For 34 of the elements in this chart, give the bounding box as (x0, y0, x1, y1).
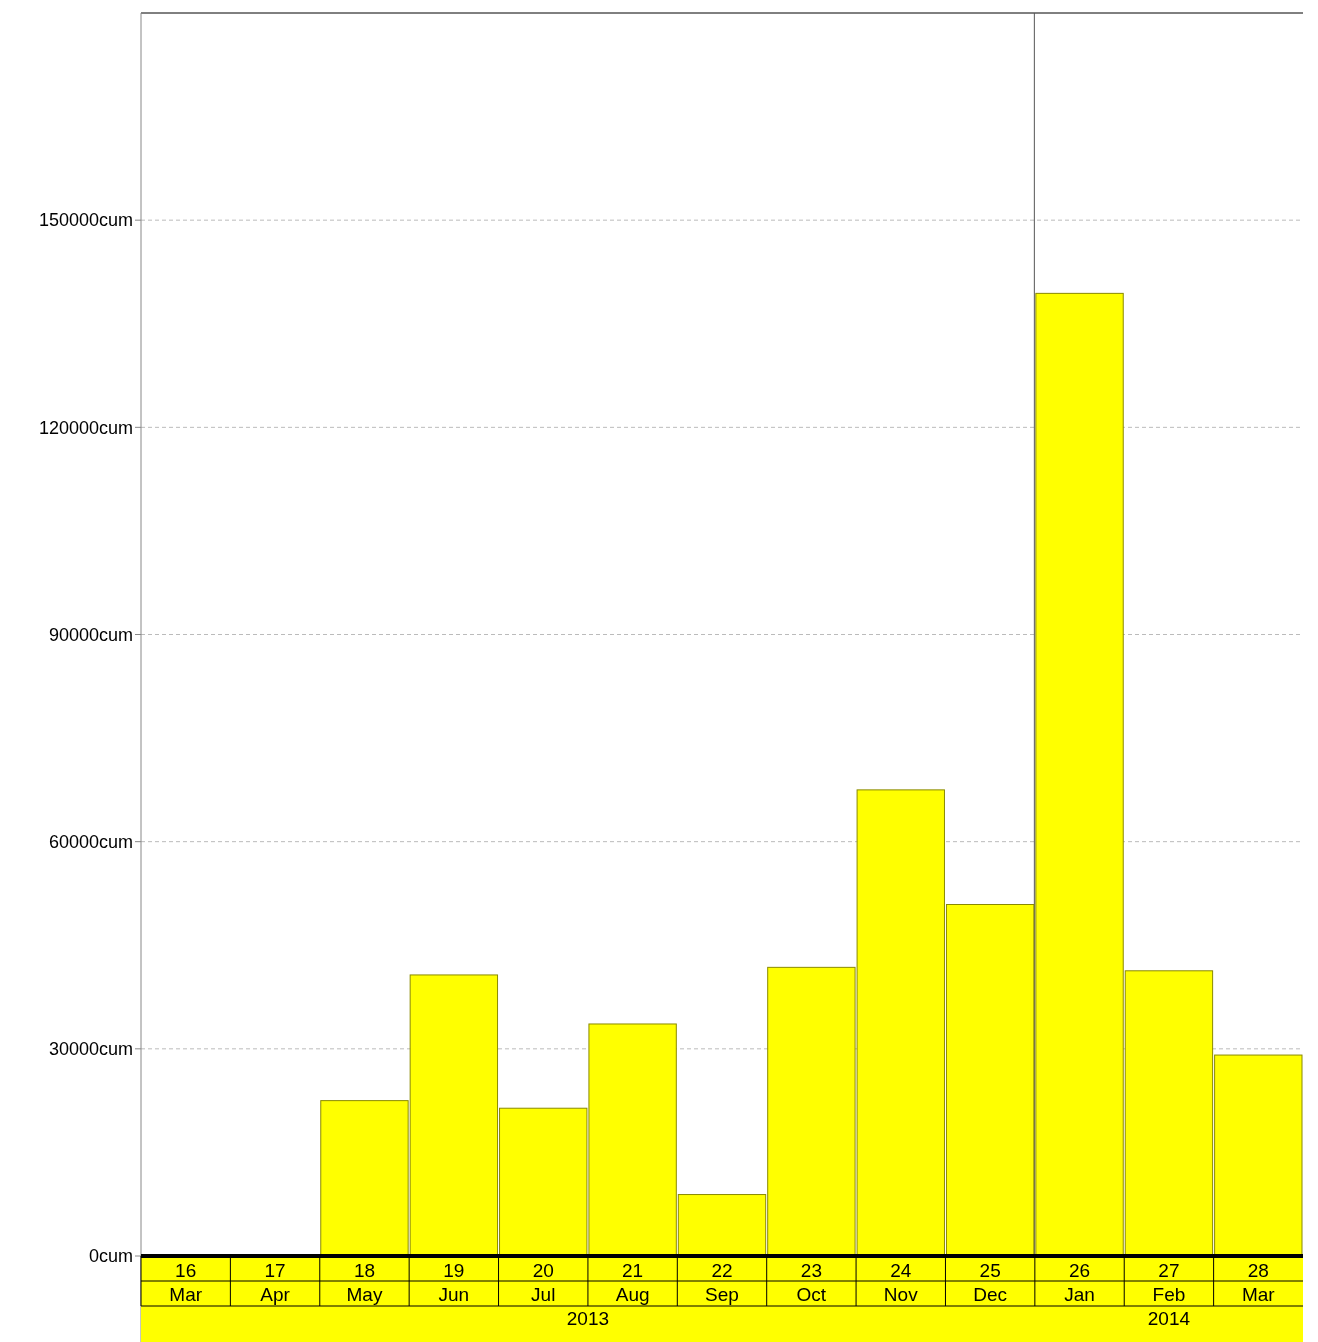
text: 24 (890, 1260, 912, 1282)
y-tick-label: 120000cum (38, 417, 133, 438)
text: 22 (711, 1260, 733, 1282)
x-tick-label: Apr (260, 1284, 291, 1306)
x-tick-label: Mar (1241, 1284, 1276, 1306)
x-tick-label: Oct (796, 1284, 827, 1306)
x-tick-label: Mar (169, 1284, 203, 1306)
y-tick-label: 60000cum (48, 831, 133, 852)
x-tick-label: May (346, 1284, 383, 1306)
x-tick-label: Sep (705, 1284, 739, 1306)
x-tick-label: Dec (973, 1284, 1008, 1306)
text: 19 (443, 1260, 465, 1282)
x-tick-label: Feb (1152, 1284, 1186, 1306)
text: 28 (1247, 1260, 1269, 1282)
y-tick-label: 90000cum (48, 624, 133, 645)
x-tick-label: Jan (1064, 1284, 1095, 1306)
text: 21 (622, 1260, 644, 1282)
x-tick-label: Aug (615, 1284, 650, 1306)
text: 2013 (566, 1308, 610, 1330)
text: 20 (532, 1260, 554, 1282)
text: 25 (979, 1260, 1001, 1282)
text: 2014 (1147, 1308, 1191, 1330)
x-tick-label: Jul (531, 1284, 556, 1306)
y-tick-label: 150000cum (38, 210, 133, 231)
x-tick-label: Nov (883, 1284, 919, 1306)
text: 17 (264, 1260, 286, 1282)
x-tick-label: Jun (438, 1284, 470, 1306)
text: 18 (353, 1260, 376, 1282)
text: 16 (175, 1260, 197, 1282)
y-tick-label: 0cum (88, 1246, 133, 1267)
text: 23 (800, 1260, 822, 1282)
y-tick-label: 30000cum (48, 1039, 133, 1060)
text: 27 (1158, 1260, 1180, 1282)
text: 26 (1068, 1260, 1091, 1282)
